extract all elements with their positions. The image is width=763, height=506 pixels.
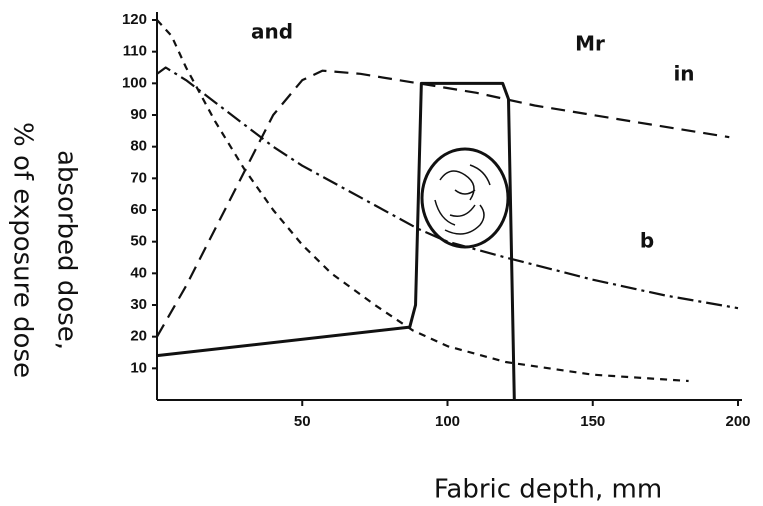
x-tick-label: 100 (435, 413, 460, 430)
annotation: b (640, 229, 654, 253)
curve (156, 66, 739, 310)
y-axis-title: % of exposure dose (8, 122, 38, 378)
curve (156, 19, 689, 383)
annotation: Mr (575, 32, 605, 56)
annotation: and (251, 20, 293, 44)
y-tick-label: 110 (123, 43, 147, 60)
y-tick-label: 80 (130, 138, 147, 155)
y-tick-label: 40 (130, 264, 147, 281)
y-tick-label: 70 (130, 169, 147, 186)
y-tick-label: 30 (130, 296, 147, 313)
y-tick-label: 10 (130, 359, 147, 376)
y-axis-title: absorbed dose, (52, 150, 82, 350)
y-tick-label: 100 (122, 74, 147, 91)
x-tick-label: 50 (294, 413, 311, 430)
annotation: in (673, 62, 694, 86)
tumor-illustration (420, 147, 510, 249)
y-tick-label: 120 (122, 11, 147, 28)
y-tick-label: 20 (130, 328, 147, 345)
y-tick-label: 50 (130, 233, 147, 250)
y-tick-label: 60 (130, 201, 147, 218)
curve (156, 81, 516, 401)
x-axis-title: Fabric depth, mm (434, 475, 662, 505)
x-tick-label: 150 (580, 413, 605, 430)
y-tick-label: 90 (130, 106, 147, 123)
curve (156, 69, 730, 338)
x-tick-label: 200 (725, 413, 750, 430)
